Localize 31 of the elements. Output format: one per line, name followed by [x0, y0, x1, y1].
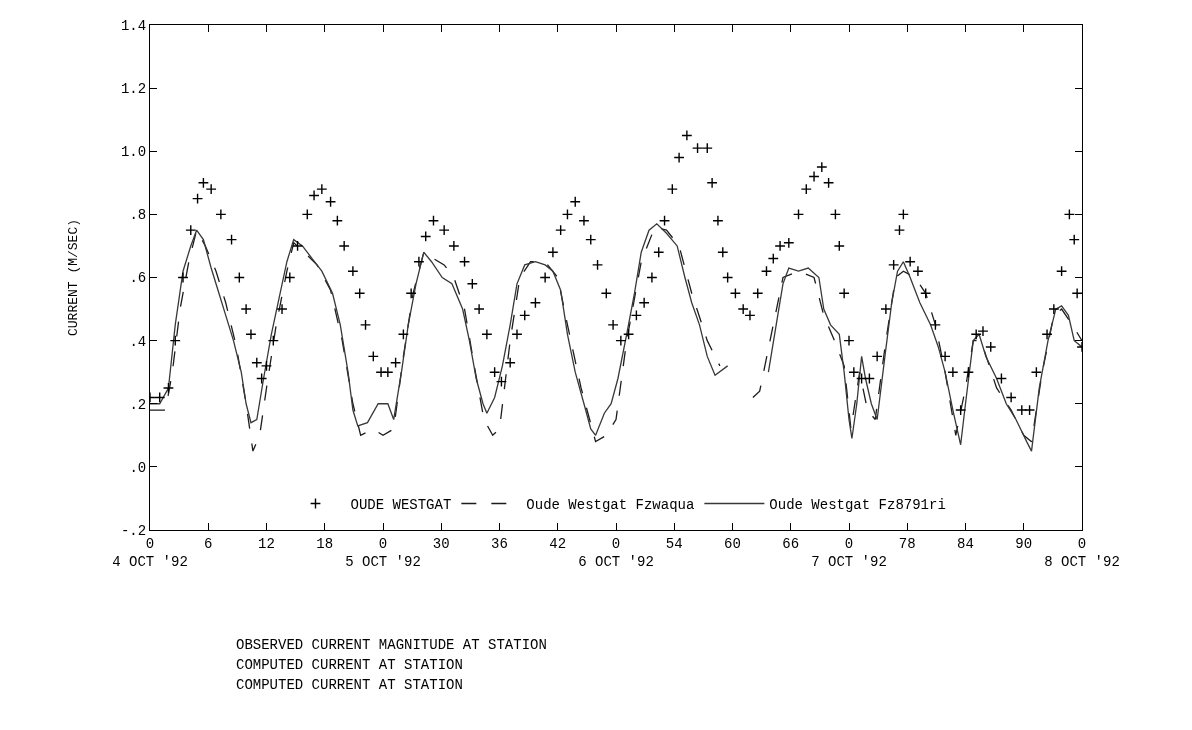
- x-tick-label: 90: [1015, 535, 1033, 552]
- text: OBSERVED CURRENT MAGNITUDE AT STATION: [236, 637, 547, 653]
- y-tick-label: 1.2: [120, 81, 147, 98]
- text: COMPUTED CURRENT AT STATION: [236, 677, 463, 693]
- x-tick-label: 18: [316, 535, 334, 552]
- y-axis-title: CURRENT (M/SEC): [65, 218, 81, 337]
- legend-label: Oude Westgat Fz8791ri: [769, 496, 946, 513]
- x-tick-label: 0 6 OCT '92: [578, 535, 654, 570]
- x-tick-label: 54: [665, 535, 683, 552]
- x-tick-label: 78: [898, 535, 916, 552]
- y-tick-label: .8: [129, 207, 147, 224]
- y-tick-label: 1.0: [120, 144, 147, 161]
- x-tick-label: 84: [957, 535, 974, 552]
- y-tick-label: .2: [129, 396, 147, 413]
- x-tick-label: 60: [724, 535, 741, 552]
- y-tick-label: .0: [129, 459, 147, 476]
- legend-label: Oude Westgat Fzwaqua: [526, 496, 695, 513]
- x-tick-label: 0 5 OCT '92: [345, 535, 421, 570]
- x-tick-label: 6: [204, 535, 213, 552]
- x-tick-label: 66: [782, 535, 800, 552]
- y-tick-label: 1.4: [120, 17, 147, 34]
- x-tick-label: 12: [258, 535, 275, 552]
- y-tick-label: .4: [129, 333, 147, 350]
- x-tick-label: 30: [432, 535, 450, 552]
- x-tick-label: 36: [491, 535, 508, 552]
- x-tick-label: 42: [549, 535, 567, 552]
- x-tick-label: 0 8 OCT '92: [1044, 535, 1120, 570]
- x-tick-label: 0 7 OCT '92: [811, 535, 887, 570]
- text: COMPUTED CURRENT AT STATION: [236, 657, 463, 673]
- y-tick-label: .6: [129, 270, 147, 287]
- legend-label: OUDE WESTGAT: [350, 496, 452, 513]
